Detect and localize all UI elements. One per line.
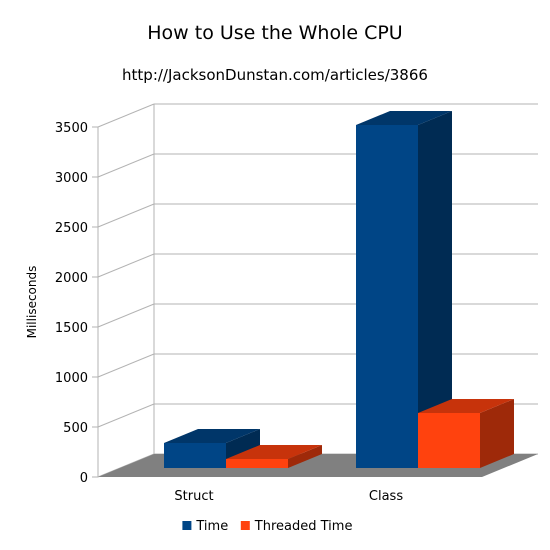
legend-swatch xyxy=(182,521,192,530)
y-tick-label: 0 xyxy=(80,471,88,486)
gridline-side xyxy=(97,153,155,178)
legend-swatch xyxy=(240,521,250,530)
gridline-side xyxy=(97,403,155,428)
y-tick-label: 2000 xyxy=(55,271,88,286)
x-tick-label: Class xyxy=(369,489,403,504)
bar-front xyxy=(226,459,288,468)
gridline-side xyxy=(97,203,155,228)
legend-label: Threaded Time xyxy=(254,519,353,534)
x-tick-label: Struct xyxy=(174,489,213,504)
y-tick-label: 1500 xyxy=(55,321,88,336)
bar-top xyxy=(356,111,452,125)
bar xyxy=(226,445,322,468)
y-tick-label: 500 xyxy=(63,421,88,436)
bar-top xyxy=(418,399,514,413)
bar-top xyxy=(226,445,322,459)
gridline-side xyxy=(97,253,155,278)
chart-subtitle: http://JacksonDunstan.com/articles/3866 xyxy=(122,66,428,84)
chart-title: How to Use the Whole CPU xyxy=(147,22,403,44)
y-tick-label: 3000 xyxy=(55,171,88,186)
bar-front xyxy=(418,413,480,468)
y-tick-label: 1000 xyxy=(55,371,88,386)
bar-side xyxy=(288,445,322,468)
gridline-side xyxy=(97,353,155,378)
legend-label: Time xyxy=(195,519,228,534)
bar-top xyxy=(164,429,260,443)
bar xyxy=(418,399,514,468)
bar-front xyxy=(164,443,226,468)
y-axis-title: Milliseconds xyxy=(25,266,39,339)
y-tick-label: 2500 xyxy=(55,221,88,236)
gridline-side xyxy=(97,103,155,128)
y-tick-label: 3500 xyxy=(55,121,88,136)
gridline-side xyxy=(97,303,155,328)
bar-side xyxy=(480,399,514,468)
bar xyxy=(356,111,452,468)
bar-side xyxy=(418,111,452,468)
bar-front xyxy=(356,125,418,468)
